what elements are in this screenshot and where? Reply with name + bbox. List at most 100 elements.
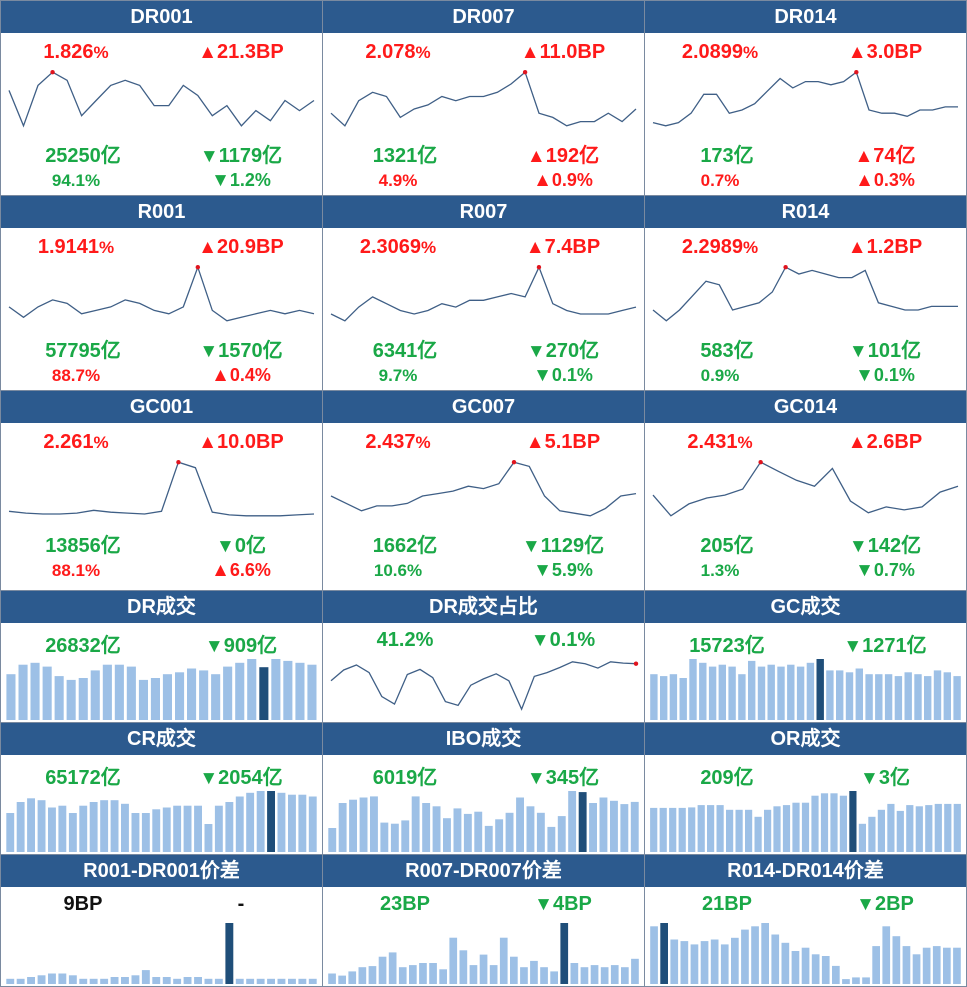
share-value: 10.6% xyxy=(373,561,423,580)
data-point xyxy=(66,303,67,304)
volume-change: ▼1179亿 xyxy=(166,139,316,168)
change-value: 20.9BP xyxy=(217,236,284,258)
data-point xyxy=(470,685,471,686)
data-point xyxy=(932,109,933,110)
bar xyxy=(510,956,518,984)
panel-title: DR001 xyxy=(1,1,322,33)
data-point xyxy=(665,125,666,126)
panel-r001: R001 1.9141% ▲20.9BP 57795亿 ▼1570亿 88.7% ▲0.4% xyxy=(0,195,323,391)
rate-value: 1.826% xyxy=(1,41,151,64)
bar xyxy=(150,678,160,720)
data-point xyxy=(212,512,213,513)
volume-bar-chart xyxy=(6,659,317,720)
arrow-down-icon: ▼ xyxy=(526,341,546,362)
data-point xyxy=(635,493,636,494)
volume-value: 21BP xyxy=(701,893,753,915)
bar xyxy=(630,801,639,852)
series-line xyxy=(652,266,958,322)
data-point xyxy=(832,468,833,469)
data-point xyxy=(391,505,392,506)
data-point xyxy=(521,709,522,710)
series-line xyxy=(330,461,637,517)
volume-change: ▼3亿 xyxy=(810,761,960,790)
change-value: 345亿 xyxy=(545,767,600,789)
bar-latest xyxy=(849,791,857,852)
rate-value: 2.261% xyxy=(1,431,151,454)
panel-title: GC014 xyxy=(645,391,966,423)
arrow-down-icon: ▼ xyxy=(211,170,230,191)
panel-r001-dr001: R001-DR001价差 9BP - xyxy=(0,854,323,987)
rate-sparkline xyxy=(652,460,959,517)
bar xyxy=(422,803,431,852)
data-point xyxy=(197,95,198,96)
arrow-down-icon: ▼ xyxy=(860,768,879,789)
volume-change: ▼4BP xyxy=(488,893,638,916)
volume-change: ▼101亿 xyxy=(810,334,960,363)
data-point xyxy=(830,84,831,85)
bar xyxy=(726,809,734,852)
bar xyxy=(787,664,795,720)
data-point xyxy=(195,467,196,468)
data-point xyxy=(23,125,24,126)
data-point xyxy=(666,320,667,321)
data-point xyxy=(792,87,793,88)
bar xyxy=(48,973,56,984)
volume-bar-chart xyxy=(328,791,639,852)
arrow-up-icon: ▲ xyxy=(525,432,545,453)
bar xyxy=(710,939,719,984)
rate-number: 2.261 xyxy=(43,431,94,453)
bar xyxy=(792,802,800,852)
panel-title: DR014 xyxy=(645,1,966,33)
bar xyxy=(463,813,472,852)
rate-number: 2.437 xyxy=(365,431,416,453)
volume-bar-chart xyxy=(650,659,961,720)
data-point xyxy=(483,96,484,97)
bar xyxy=(894,676,903,720)
bar xyxy=(858,823,866,852)
rate-value: 2.3069% xyxy=(323,236,473,259)
bar xyxy=(741,929,749,984)
bp-change: ▲11.0BP xyxy=(488,41,638,64)
bar-latest xyxy=(660,923,668,984)
data-point xyxy=(918,309,919,310)
bar xyxy=(536,812,545,852)
data-point xyxy=(183,306,184,307)
bar xyxy=(328,828,337,852)
bar xyxy=(811,954,820,984)
share-change: ▲0.3% xyxy=(810,170,960,192)
data-point xyxy=(313,313,314,314)
rate-number: 1.826 xyxy=(43,41,94,63)
data-point xyxy=(957,106,958,107)
bar xyxy=(600,967,609,984)
bar xyxy=(204,978,213,984)
bar xyxy=(771,934,780,984)
panel-title: IBO成交 xyxy=(323,723,644,755)
bar xyxy=(520,967,528,984)
panel-r014: R014 2.2989% ▲1.2BP 583亿 ▼101亿 0.9% ▼0.1% xyxy=(644,195,967,391)
rate-sparkline xyxy=(8,265,315,322)
bar xyxy=(419,963,427,984)
arrow-down-icon: ▼ xyxy=(533,365,552,386)
panel-r007-dr007: R007-DR007价差 23BP ▼4BP xyxy=(322,854,645,987)
bar xyxy=(912,954,921,984)
panel-ibo: IBO成交 6019亿 ▼345亿 xyxy=(322,722,645,855)
data-point xyxy=(729,113,730,114)
panel-title: GC001 xyxy=(1,391,322,423)
bar xyxy=(348,971,357,984)
volume-change: - xyxy=(237,893,245,915)
data-point xyxy=(635,108,636,109)
bar xyxy=(748,660,756,720)
bar xyxy=(78,678,88,720)
series-line xyxy=(8,265,315,322)
bar xyxy=(349,799,357,852)
bar xyxy=(183,805,192,852)
data-point xyxy=(805,81,806,82)
arrow-down-icon: ▼ xyxy=(530,630,550,651)
volume-value: 9BP xyxy=(63,893,103,915)
data-point xyxy=(868,512,869,513)
rate-unit: % xyxy=(93,433,109,452)
share-change: ▼5.9% xyxy=(488,560,638,582)
bar xyxy=(904,672,912,720)
panel-title: R007 xyxy=(323,196,644,228)
data-point xyxy=(843,81,844,82)
